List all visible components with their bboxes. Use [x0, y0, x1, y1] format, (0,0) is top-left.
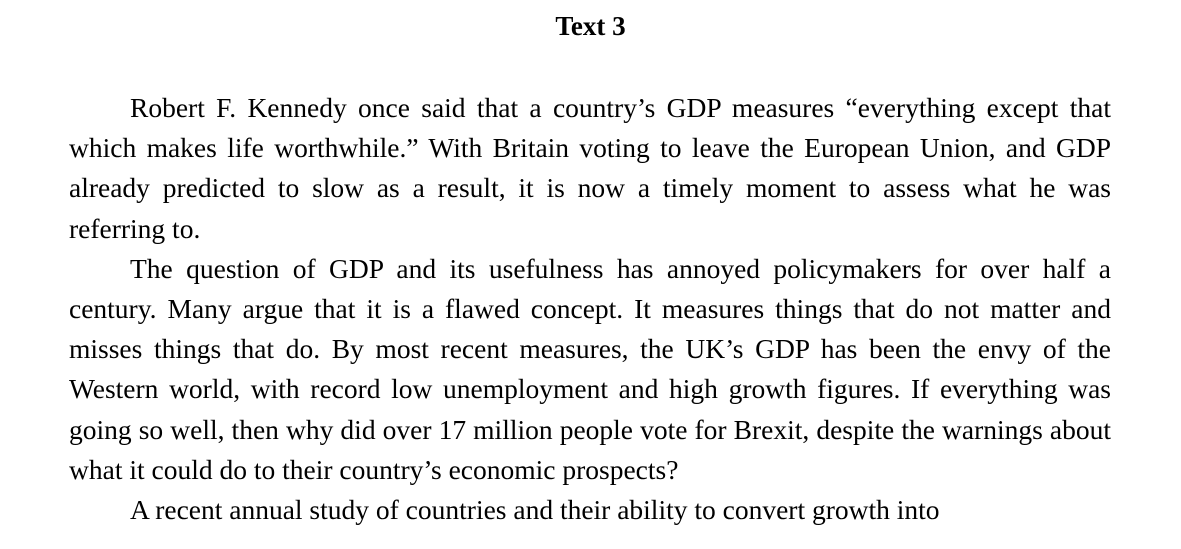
document-title: Text 3: [555, 11, 626, 41]
paragraph-1: Robert F. Kennedy once said that a count…: [69, 92, 1111, 244]
paragraph-2: The question of GDP and its usefulness h…: [69, 252, 1111, 485]
document-body: Robert F. Kennedy once said that a count…: [69, 88, 1111, 530]
paragraph-3: A recent annual study of countries and t…: [130, 494, 940, 526]
